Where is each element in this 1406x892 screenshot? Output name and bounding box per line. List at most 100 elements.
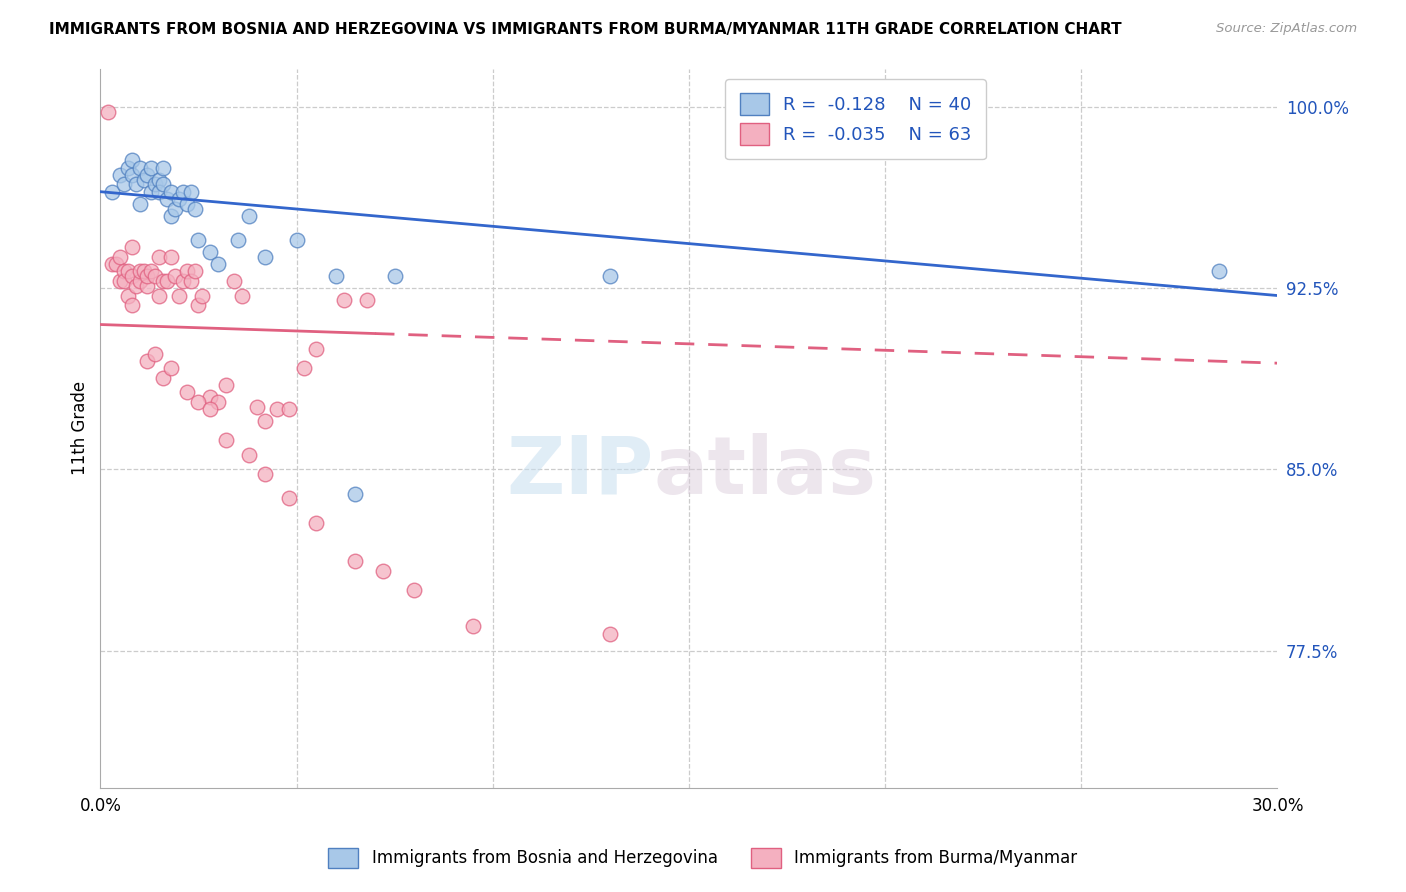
Point: [136, 278, 159, 293]
Legend: R =  -0.128    N = 40, R =  -0.035    N = 63: R = -0.128 N = 40, R = -0.035 N = 63: [725, 79, 986, 159]
Point: [238, 448, 260, 462]
Point: [160, 185, 183, 199]
Point: [180, 185, 202, 199]
Point: [285, 233, 308, 247]
Point: [160, 209, 183, 223]
Point: [176, 385, 198, 400]
Point: [187, 233, 209, 247]
Point: [163, 202, 186, 216]
Point: [246, 400, 269, 414]
Text: IMMIGRANTS FROM BOSNIA AND HERZEGOVINA VS IMMIGRANTS FROM BURMA/MYANMAR 11TH GRA: IMMIGRANTS FROM BOSNIA AND HERZEGOVINA V…: [49, 22, 1122, 37]
Text: ZIP: ZIP: [506, 433, 654, 510]
Point: [136, 168, 159, 182]
Point: [277, 402, 299, 417]
Point: [105, 257, 128, 271]
Point: [108, 274, 131, 288]
Point: [226, 233, 249, 247]
Point: [112, 264, 135, 278]
Point: [207, 394, 229, 409]
Point: [176, 264, 198, 278]
Point: [231, 288, 253, 302]
Point: [152, 274, 174, 288]
Point: [117, 288, 139, 302]
Text: Source: ZipAtlas.com: Source: ZipAtlas.com: [1216, 22, 1357, 36]
Point: [121, 240, 143, 254]
Point: [254, 467, 277, 482]
Point: [121, 298, 143, 312]
Point: [222, 274, 245, 288]
Point: [200, 245, 222, 260]
Point: [305, 516, 328, 530]
Point: [117, 161, 139, 175]
Point: [121, 153, 143, 168]
Point: [128, 274, 150, 288]
Point: [108, 168, 131, 182]
Point: [172, 274, 194, 288]
Point: [215, 378, 238, 392]
Text: atlas: atlas: [654, 433, 877, 510]
Point: [163, 269, 186, 284]
Point: [200, 402, 222, 417]
Point: [356, 293, 378, 308]
Point: [128, 161, 150, 175]
Point: [160, 250, 183, 264]
Legend: Immigrants from Bosnia and Herzegovina, Immigrants from Burma/Myanmar: Immigrants from Bosnia and Herzegovina, …: [322, 841, 1084, 875]
Point: [384, 269, 406, 284]
Point: [292, 361, 315, 376]
Point: [143, 178, 166, 192]
Point: [191, 288, 214, 302]
Point: [141, 161, 163, 175]
Point: [148, 288, 170, 302]
Point: [143, 269, 166, 284]
Point: [112, 178, 135, 192]
Point: [461, 619, 484, 633]
Point: [132, 172, 155, 186]
Point: [108, 250, 131, 264]
Point: [97, 105, 120, 120]
Point: [156, 274, 179, 288]
Point: [200, 390, 222, 404]
Point: [143, 346, 166, 360]
Point: [156, 192, 179, 206]
Point: [121, 269, 143, 284]
Point: [404, 583, 426, 598]
Point: [152, 178, 174, 192]
Point: [187, 298, 209, 312]
Point: [136, 353, 159, 368]
Point: [152, 370, 174, 384]
Point: [1208, 264, 1230, 278]
Point: [121, 168, 143, 182]
Point: [277, 491, 299, 506]
Point: [160, 361, 183, 376]
Point: [952, 112, 974, 127]
Point: [183, 264, 205, 278]
Point: [117, 264, 139, 278]
Point: [325, 269, 347, 284]
Point: [344, 486, 367, 500]
Point: [124, 278, 146, 293]
Point: [238, 209, 260, 223]
Point: [254, 250, 277, 264]
Point: [215, 434, 238, 448]
Point: [183, 202, 205, 216]
Point: [254, 414, 277, 428]
Point: [344, 554, 367, 568]
Point: [148, 250, 170, 264]
Point: [148, 185, 170, 199]
Point: [207, 257, 229, 271]
Point: [167, 192, 190, 206]
Point: [124, 178, 146, 192]
Point: [187, 394, 209, 409]
Y-axis label: 11th Grade: 11th Grade: [72, 381, 89, 475]
Point: [112, 274, 135, 288]
Point: [148, 172, 170, 186]
Point: [599, 269, 621, 284]
Point: [371, 564, 394, 578]
Point: [599, 626, 621, 640]
Point: [141, 264, 163, 278]
Point: [128, 196, 150, 211]
Point: [136, 269, 159, 284]
Point: [152, 161, 174, 175]
Point: [167, 288, 190, 302]
Point: [266, 402, 288, 417]
